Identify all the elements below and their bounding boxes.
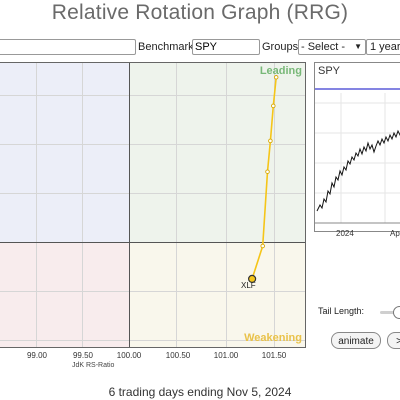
period-select[interactable]: 1 year	[366, 39, 400, 55]
gridline	[226, 63, 227, 347]
x-tick-label: 101.00	[213, 351, 239, 360]
x-tick-label: 99.00	[26, 351, 48, 360]
weakening-label: Weakening	[244, 332, 302, 344]
next-button[interactable]: >	[387, 332, 400, 349]
animate-button[interactable]: animate	[331, 332, 381, 349]
chevron-down-icon: ▼	[354, 42, 362, 51]
gridline	[274, 63, 275, 347]
trail-point	[271, 103, 276, 109]
quadrant-improving	[0, 63, 129, 242]
trail-line	[251, 77, 277, 280]
quadrant-weakening	[129, 242, 305, 347]
quadrant-lagging	[0, 242, 129, 347]
tail-length-slider-track[interactable]	[380, 311, 400, 314]
spy-chart-title: SPY	[318, 65, 341, 77]
xlf-label: XLF	[241, 281, 256, 290]
x-tick-label: 100.00	[116, 351, 142, 360]
gridline	[0, 193, 305, 194]
benchmark-label: Benchmark:	[138, 41, 197, 53]
gridline	[82, 63, 83, 347]
gridline	[0, 144, 305, 145]
center-axis-horizontal	[0, 242, 305, 243]
groups-label: Groups:	[262, 41, 302, 53]
spy-x-label: Apr	[390, 229, 400, 238]
gridline	[0, 95, 305, 96]
spy-x-label: 2024	[336, 229, 354, 238]
trail-point	[265, 169, 270, 174]
toolbar: Benchmark: Groups: - Select - ▼ 1 year	[0, 38, 400, 58]
tail-length-slider-handle[interactable]	[393, 306, 400, 319]
spy-price-line	[315, 88, 400, 224]
x-tick-label: 99.50	[72, 351, 94, 360]
groups-select[interactable]: - Select - ▼	[298, 39, 366, 55]
trail-point	[260, 243, 265, 249]
groups-select-value: - Select -	[301, 41, 346, 53]
x-tick-label: 101.50	[261, 351, 287, 360]
gridline	[0, 291, 305, 292]
trail-point	[268, 138, 273, 144]
trail-point	[273, 75, 279, 80]
gridline	[36, 63, 37, 347]
benchmark-input[interactable]	[192, 39, 260, 55]
gridline	[176, 63, 177, 347]
quadrant-leading	[129, 63, 305, 242]
period-select-value: 1 year	[370, 41, 400, 53]
gridline	[0, 340, 305, 341]
symbols-input[interactable]	[0, 39, 136, 55]
xlf-head-point[interactable]	[248, 274, 257, 283]
center-axis-vertical	[129, 63, 130, 347]
tail-length-label: Tail Length:	[318, 306, 365, 316]
x-axis-ticks: 99.00 99.50 100.00 100.50 101.00 101.50	[0, 351, 310, 363]
x-tick-label: 100.50	[165, 351, 191, 360]
date-range-caption: 6 trading days ending Nov 5, 2024	[108, 385, 292, 399]
leading-label: Leading	[259, 65, 302, 77]
page-title: Relative Rotation Graph (RRG)	[51, 1, 349, 24]
xlf-trail	[248, 75, 279, 283]
x-axis-label: JdK RS-Ratio	[72, 362, 115, 369]
rrg-chart[interactable]: Leading Weakening XLF	[0, 62, 306, 348]
spy-price-chart[interactable]: SPY	[314, 62, 400, 232]
